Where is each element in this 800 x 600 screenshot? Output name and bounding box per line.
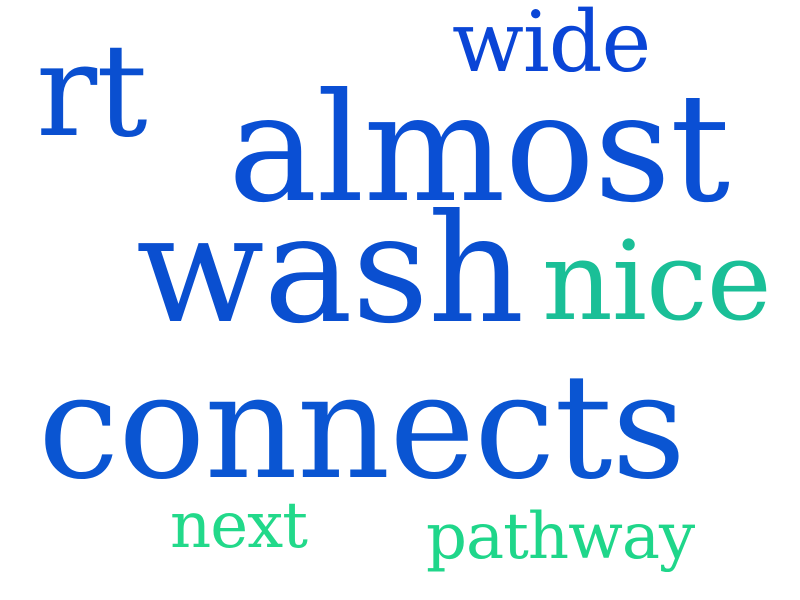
word-next: next (170, 489, 308, 563)
word-nice: nice (542, 217, 772, 345)
word-wash: wash (136, 183, 524, 357)
word-almost: almost (228, 62, 730, 236)
word-pathway: pathway (426, 500, 695, 574)
word-rt: rt (36, 17, 148, 166)
word-wide: wide (452, 0, 651, 91)
word-connects: connects (38, 343, 686, 512)
